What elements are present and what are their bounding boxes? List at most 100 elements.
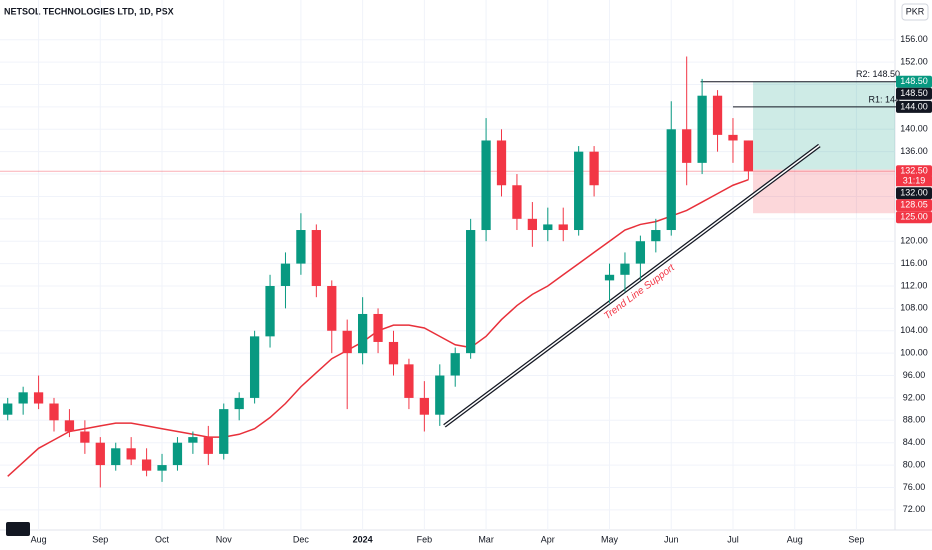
candle-body xyxy=(604,274,615,281)
x-tick-label: Jul xyxy=(727,534,739,544)
price-badge xyxy=(896,165,932,178)
candle-body xyxy=(64,420,75,432)
candle-body xyxy=(435,375,445,415)
candle-body xyxy=(728,134,738,141)
x-tick-label: Apr xyxy=(541,534,555,544)
price-badge-label: 144.00 xyxy=(900,101,928,111)
price-badge xyxy=(896,100,932,113)
y-tick-label: 112.00 xyxy=(901,280,928,290)
y-tick-label: 120.00 xyxy=(900,236,928,246)
candle-body xyxy=(496,140,507,186)
candle-body xyxy=(388,341,399,365)
stop-zone xyxy=(753,169,895,214)
price-badge-label: 128.05 xyxy=(900,200,928,210)
x-tick-label: Sep xyxy=(92,534,108,544)
candle-body xyxy=(111,448,121,466)
candle-body xyxy=(203,437,213,454)
candle-body xyxy=(466,230,476,354)
y-tick-label: 136.00 xyxy=(900,146,928,156)
candle-body xyxy=(450,353,460,376)
trendline-inner xyxy=(443,144,820,427)
candle-body xyxy=(635,241,646,264)
price-badge xyxy=(896,187,932,200)
price-badge xyxy=(896,75,932,88)
candle-body xyxy=(512,185,522,219)
candle-body xyxy=(697,95,707,163)
candle-body xyxy=(18,392,28,404)
x-tick-label: May xyxy=(601,534,619,544)
x-tick-label: Sep xyxy=(848,534,864,544)
x-tick-label: 2024 xyxy=(353,534,373,544)
countdown: 31:19 xyxy=(903,176,926,186)
candle-body xyxy=(141,459,152,471)
currency[interactable]: PKR xyxy=(906,6,925,16)
x-tick-label: Nov xyxy=(216,534,233,544)
candle-body xyxy=(280,263,291,286)
y-tick-label: 96.00 xyxy=(903,370,926,380)
candle-body xyxy=(188,437,198,443)
candle-body xyxy=(342,330,352,354)
currency-box[interactable] xyxy=(901,3,929,21)
candle-body xyxy=(404,364,414,398)
x-tick-label: Aug xyxy=(787,534,803,544)
candle-body xyxy=(95,442,105,466)
candle-body xyxy=(666,129,676,231)
level-label: R2: 148.50 xyxy=(856,69,900,79)
candle-body xyxy=(3,403,13,415)
candle-body xyxy=(558,224,568,231)
y-tick-label: 100.00 xyxy=(900,348,928,358)
y-tick-label: 76.00 xyxy=(903,482,926,492)
price-badge xyxy=(896,199,932,212)
price-badge-label: 132.50 xyxy=(900,166,928,176)
candle-body xyxy=(296,230,306,264)
y-tick-label: 88.00 xyxy=(903,415,926,425)
logo xyxy=(6,522,30,536)
countdown-badge xyxy=(896,176,932,187)
y-tick-label: 72.00 xyxy=(903,504,926,514)
x-tick-label: Mar xyxy=(478,534,494,544)
candle-body xyxy=(481,140,491,231)
candle-body xyxy=(527,218,537,231)
y-tick-label: 104.00 xyxy=(900,325,928,335)
candle-body xyxy=(620,263,630,275)
price-badge-label: 148.50 xyxy=(900,76,928,86)
level-label: R1: 144 xyxy=(868,94,900,104)
candle-body xyxy=(712,95,723,135)
candle-body xyxy=(743,140,754,172)
price-badge-label: 148.50 xyxy=(900,88,928,98)
candle-body xyxy=(49,403,59,421)
price-badge xyxy=(896,87,932,100)
candle-body xyxy=(126,448,136,460)
target-zone xyxy=(753,81,895,170)
y-tick-label: 140.00 xyxy=(900,124,928,134)
candle-body xyxy=(249,336,260,398)
x-tick-label: Aug xyxy=(31,534,47,544)
candle-body xyxy=(172,442,183,466)
candle-body xyxy=(80,431,90,443)
y-tick-label: 108.00 xyxy=(900,303,928,313)
candle-body xyxy=(234,397,244,410)
price-badge-label: 125.00 xyxy=(900,212,928,222)
candle-body xyxy=(682,129,692,163)
candle-body xyxy=(574,151,584,231)
candle-body xyxy=(373,313,383,342)
candle-body xyxy=(358,313,368,354)
y-tick-label: 156.00 xyxy=(900,34,928,44)
candle-body xyxy=(651,230,661,242)
y-tick-label: 152.00 xyxy=(900,56,928,66)
x-tick-label: Oct xyxy=(155,534,170,544)
y-tick-label: 84.00 xyxy=(903,437,926,447)
y-tick-label: 116.00 xyxy=(901,258,928,268)
candle-body xyxy=(311,230,321,286)
candle-body xyxy=(419,397,429,415)
candle-body xyxy=(33,392,44,404)
price-badge xyxy=(896,211,932,224)
price-badge-label: 132.00 xyxy=(900,188,928,198)
y-tick-label: 92.00 xyxy=(903,392,926,402)
x-tick-label: Jun xyxy=(664,534,679,544)
candle-body xyxy=(157,465,167,471)
candle-body xyxy=(589,151,599,186)
candle-body xyxy=(543,224,553,231)
